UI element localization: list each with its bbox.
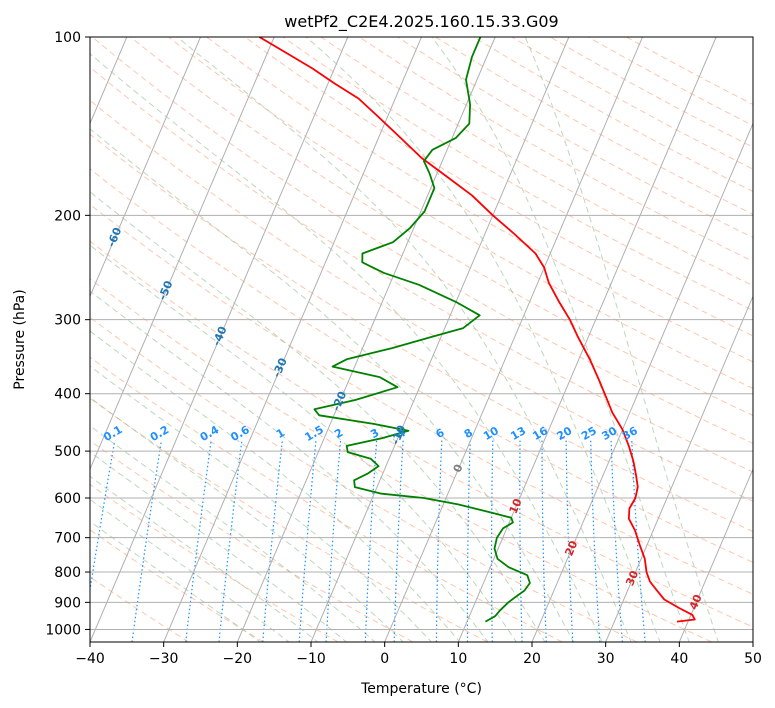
isotherm-line xyxy=(90,37,349,642)
y-tick-label: 1000 xyxy=(45,622,81,638)
plot-area: 0.10.20.40.611.52346810131620253036-100-… xyxy=(90,37,753,642)
plot-frame xyxy=(89,36,754,643)
mixing-ratio-line xyxy=(565,440,574,642)
moist-adiabat-line xyxy=(90,244,518,642)
isotherm-line xyxy=(163,37,422,642)
mixing-ratio-line xyxy=(90,440,116,594)
moist-adiabat-line xyxy=(90,128,575,642)
x-tick-label: −20 xyxy=(223,651,253,667)
y-tick-label: 100 xyxy=(54,30,81,46)
x-tick-label: 10 xyxy=(449,651,467,667)
temperature-profile-line xyxy=(258,37,696,623)
y-tick-label: 800 xyxy=(54,565,81,581)
x-tick-label: −30 xyxy=(149,651,179,667)
dry-adiabat-line xyxy=(90,133,753,533)
isotherm-line xyxy=(90,37,201,298)
moist-adiabat-line xyxy=(431,37,690,642)
dry-adiabat-line xyxy=(90,440,414,642)
moist-adiabat-line xyxy=(90,53,603,642)
moist-adiabat-line xyxy=(90,475,319,642)
isotherm-line xyxy=(236,37,496,642)
mixing-ratio-line xyxy=(262,440,283,642)
y-tick-label: 700 xyxy=(54,531,81,547)
moist-adiabat-line xyxy=(90,330,461,642)
x-axis-ticks: −40 −30 −20 −10 0 10 20 30 40 50 xyxy=(75,642,762,667)
mixing-ratio-line xyxy=(364,440,378,642)
moist-adiabat-line xyxy=(90,498,290,642)
isotherm-line xyxy=(457,37,717,642)
isotherm-line xyxy=(310,37,570,642)
moist-adiabat-line xyxy=(90,396,404,642)
x-tick-label: −40 xyxy=(75,651,105,667)
y-tick-label: 500 xyxy=(54,444,81,460)
isotherm-line xyxy=(605,295,753,642)
dry-adiabat-line xyxy=(90,316,638,642)
dry-adiabat-line xyxy=(90,483,339,642)
moist-adiabat-line xyxy=(90,290,489,642)
moist-adiabat-line xyxy=(90,425,376,642)
y-tick-label: 300 xyxy=(54,313,81,329)
y-tick-label: 200 xyxy=(54,208,81,224)
dry-adiabat-line xyxy=(91,37,753,445)
x-tick-label: 50 xyxy=(744,651,762,667)
moist-adiabat-line xyxy=(176,37,632,642)
mixing-ratio-line xyxy=(519,440,523,642)
y-tick-label: 400 xyxy=(54,387,81,403)
isotherm-line xyxy=(531,122,753,642)
dry-adiabat-line xyxy=(90,66,753,473)
mixing-ratio-line xyxy=(590,440,601,642)
x-tick-label: 30 xyxy=(597,651,615,667)
mixing-ratio-line xyxy=(435,440,443,642)
mixing-ratio-line xyxy=(631,440,646,642)
mixing-ratio-line xyxy=(541,440,547,642)
dry-adiabat-line xyxy=(90,203,753,595)
x-axis-label: Temperature (°C) xyxy=(360,681,482,697)
moist-adiabat-line xyxy=(305,37,661,642)
dry-adiabat-line xyxy=(206,37,753,363)
dry-adiabat-line xyxy=(130,37,753,417)
mixing-ratio-line xyxy=(218,440,243,642)
mixing-ratio-line xyxy=(131,440,162,642)
isotherms xyxy=(90,37,753,642)
x-tick-label: 20 xyxy=(523,651,541,667)
isotherm-line xyxy=(384,37,643,642)
y-axis-label: Pressure (hPa) xyxy=(12,289,28,389)
isotherm-label: 10 xyxy=(507,496,525,515)
moist-adiabat-line xyxy=(90,520,262,642)
x-tick-label: 40 xyxy=(670,651,688,667)
x-tick-label: 0 xyxy=(380,651,389,667)
dry-adiabat-line xyxy=(90,240,753,628)
mixing-ratio-line xyxy=(466,440,471,642)
dry-adiabat-line xyxy=(90,356,563,642)
dry-adiabat-line xyxy=(90,168,753,563)
isotherm-line xyxy=(90,37,275,471)
moist-adiabat-line xyxy=(524,37,719,642)
mixing-ratio-line xyxy=(298,440,317,642)
moist-adiabat-line xyxy=(90,365,433,642)
moist-adiabats xyxy=(90,37,719,642)
y-tick-label: 900 xyxy=(54,595,81,611)
y-tick-label: 600 xyxy=(54,491,81,507)
chart-title: wetPf2_C2E4.2025.160.15.33.G09 xyxy=(284,12,558,32)
mixing-ratio-line xyxy=(325,440,342,642)
dry-adiabat-line xyxy=(168,37,753,389)
y-axis-ticks: 100 200 300 400 500 600 700 800 900 1000 xyxy=(45,30,90,638)
dewpoint-profile-line xyxy=(313,37,531,623)
mixing-ratio-line xyxy=(185,440,212,642)
profile-lines xyxy=(258,37,696,623)
isotherm-label: 30 xyxy=(623,568,641,587)
x-tick-label: −10 xyxy=(296,651,326,667)
mixing-ratio-line xyxy=(610,440,623,642)
isotherm-label: 20 xyxy=(562,538,580,557)
isotherm-label: 40 xyxy=(687,592,705,611)
isotherm-line xyxy=(678,467,753,642)
